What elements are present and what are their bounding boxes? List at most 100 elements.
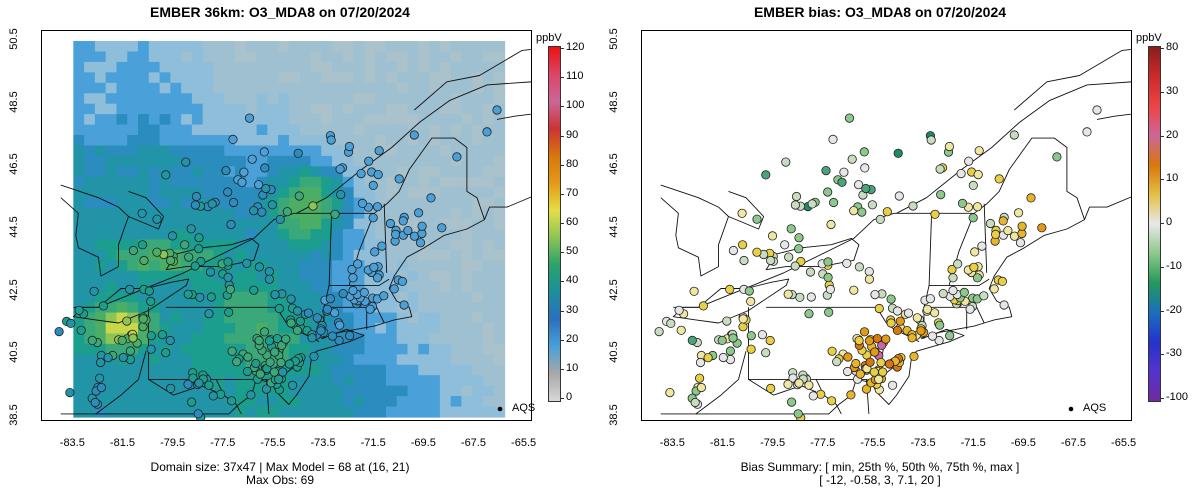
model-grid-cell	[418, 312, 430, 324]
aqs-station-point	[90, 397, 100, 408]
lake-ontario-outline	[165, 237, 260, 271]
model-grid-cell	[245, 375, 258, 387]
model-grid-cell	[105, 103, 118, 115]
model-grid-cell	[213, 343, 225, 355]
model-grid-cell	[439, 239, 452, 251]
aqs-station-point	[368, 213, 378, 223]
model-grid-cell	[332, 145, 344, 157]
model-grid-cell	[105, 218, 118, 230]
model-grid-cell	[385, 333, 398, 345]
bias-map-plot	[641, 30, 1132, 421]
aqs-station-point	[65, 387, 75, 398]
bias-station-point	[922, 304, 932, 314]
model-grid-cell	[213, 208, 225, 220]
model-grid-cell	[73, 51, 85, 63]
model-grid-cell	[245, 93, 258, 105]
model-grid-cell	[148, 135, 161, 147]
model-grid-cell	[138, 249, 150, 261]
model-grid-cell	[116, 270, 128, 282]
model-grid-cell	[450, 61, 463, 73]
model-grid-cell	[299, 61, 312, 73]
model-grid-cell	[396, 135, 409, 147]
model-grid-cell	[461, 51, 473, 63]
model-grid-cell	[191, 114, 204, 126]
model-grid-cell	[181, 187, 193, 199]
model-grid-cell	[493, 281, 506, 293]
model-grid-cell	[127, 291, 139, 303]
model-grid-cell	[202, 51, 215, 63]
model-grid-cell	[472, 333, 484, 345]
model-grid-cell	[94, 281, 107, 293]
model-grid-cell	[170, 218, 182, 230]
model-grid-cell	[385, 51, 398, 63]
model-grid-cell	[321, 41, 333, 53]
model-grid-cell	[461, 197, 473, 209]
aqs-station-point	[437, 223, 447, 233]
model-grid-cell	[256, 41, 268, 53]
model-grid-cell	[439, 135, 452, 147]
model-grid-cell	[224, 323, 236, 335]
model-grid-cell	[159, 72, 171, 84]
colorbar-tick-label: 70	[566, 186, 579, 199]
model-grid-cell	[493, 208, 506, 220]
bias-station-point	[985, 218, 995, 229]
model-grid-cell	[375, 218, 387, 230]
model-grid-cell	[202, 72, 215, 84]
model-grid-cell	[127, 312, 139, 324]
model-grid-cell	[418, 41, 430, 53]
model-grid-cell	[396, 166, 409, 178]
model-grid-cell	[235, 364, 247, 376]
aqs-station-point	[357, 198, 368, 208]
colorbar-tick-label: 30	[1166, 84, 1179, 97]
model-grid-cell	[105, 239, 118, 251]
model-grid-cell	[332, 197, 344, 209]
model-grid-cell	[105, 61, 118, 73]
model-grid-cell	[105, 229, 118, 241]
model-grid-cell	[364, 82, 376, 94]
bias-station-point	[825, 284, 835, 294]
state-border	[329, 278, 390, 286]
model-grid-cell	[472, 187, 484, 199]
aqs-station-point	[243, 352, 253, 362]
model-grid-cell	[278, 239, 290, 251]
model-grid-cell	[472, 114, 484, 126]
model-grid-cell	[170, 239, 182, 251]
model-grid-cell	[482, 135, 495, 147]
model-grid-cell	[245, 176, 258, 188]
model-grid-cell	[105, 114, 118, 126]
bias-panel: EMBER bias: O3_MDA8 on 07/20/2024 AQS pp…	[600, 0, 1200, 502]
model-grid-cell	[450, 93, 463, 105]
aqs-station-point	[74, 305, 84, 315]
model-grid-cell	[407, 396, 419, 408]
aqs-station-point	[117, 335, 127, 345]
bias-station-point	[972, 202, 983, 212]
model-grid-cell	[256, 82, 268, 94]
model-grid-cell	[482, 249, 495, 261]
model-grid-cell	[256, 197, 268, 209]
aqs-station-point	[369, 262, 379, 272]
model-grid-cell	[396, 41, 409, 53]
model-grid-cell	[202, 281, 215, 293]
model-grid-cell	[493, 218, 506, 230]
model-grid-cell	[299, 218, 312, 230]
canada-us-border	[73, 137, 485, 308]
model-grid-cell	[159, 187, 171, 199]
model-grid-cell	[439, 302, 452, 314]
model-grid-cell	[73, 114, 85, 126]
bias-station-point	[807, 199, 817, 209]
aqs-station-point	[293, 148, 303, 158]
model-grid-cell	[84, 41, 96, 53]
model-grid-cell	[159, 41, 171, 53]
model-grid-cell	[472, 354, 484, 366]
model-grid-cell	[439, 323, 452, 335]
model-grid-cell	[418, 323, 430, 335]
model-grid-cell	[235, 61, 247, 73]
model-grid-cell	[116, 218, 128, 230]
aqs-station-point	[194, 233, 204, 243]
model-grid-cell	[310, 406, 322, 418]
model-grid-cell	[472, 155, 484, 167]
aqs-station-point	[275, 214, 285, 224]
model-grid-cell	[321, 124, 333, 136]
model-grid-cell	[418, 208, 430, 220]
model-grid-cell	[396, 155, 409, 167]
